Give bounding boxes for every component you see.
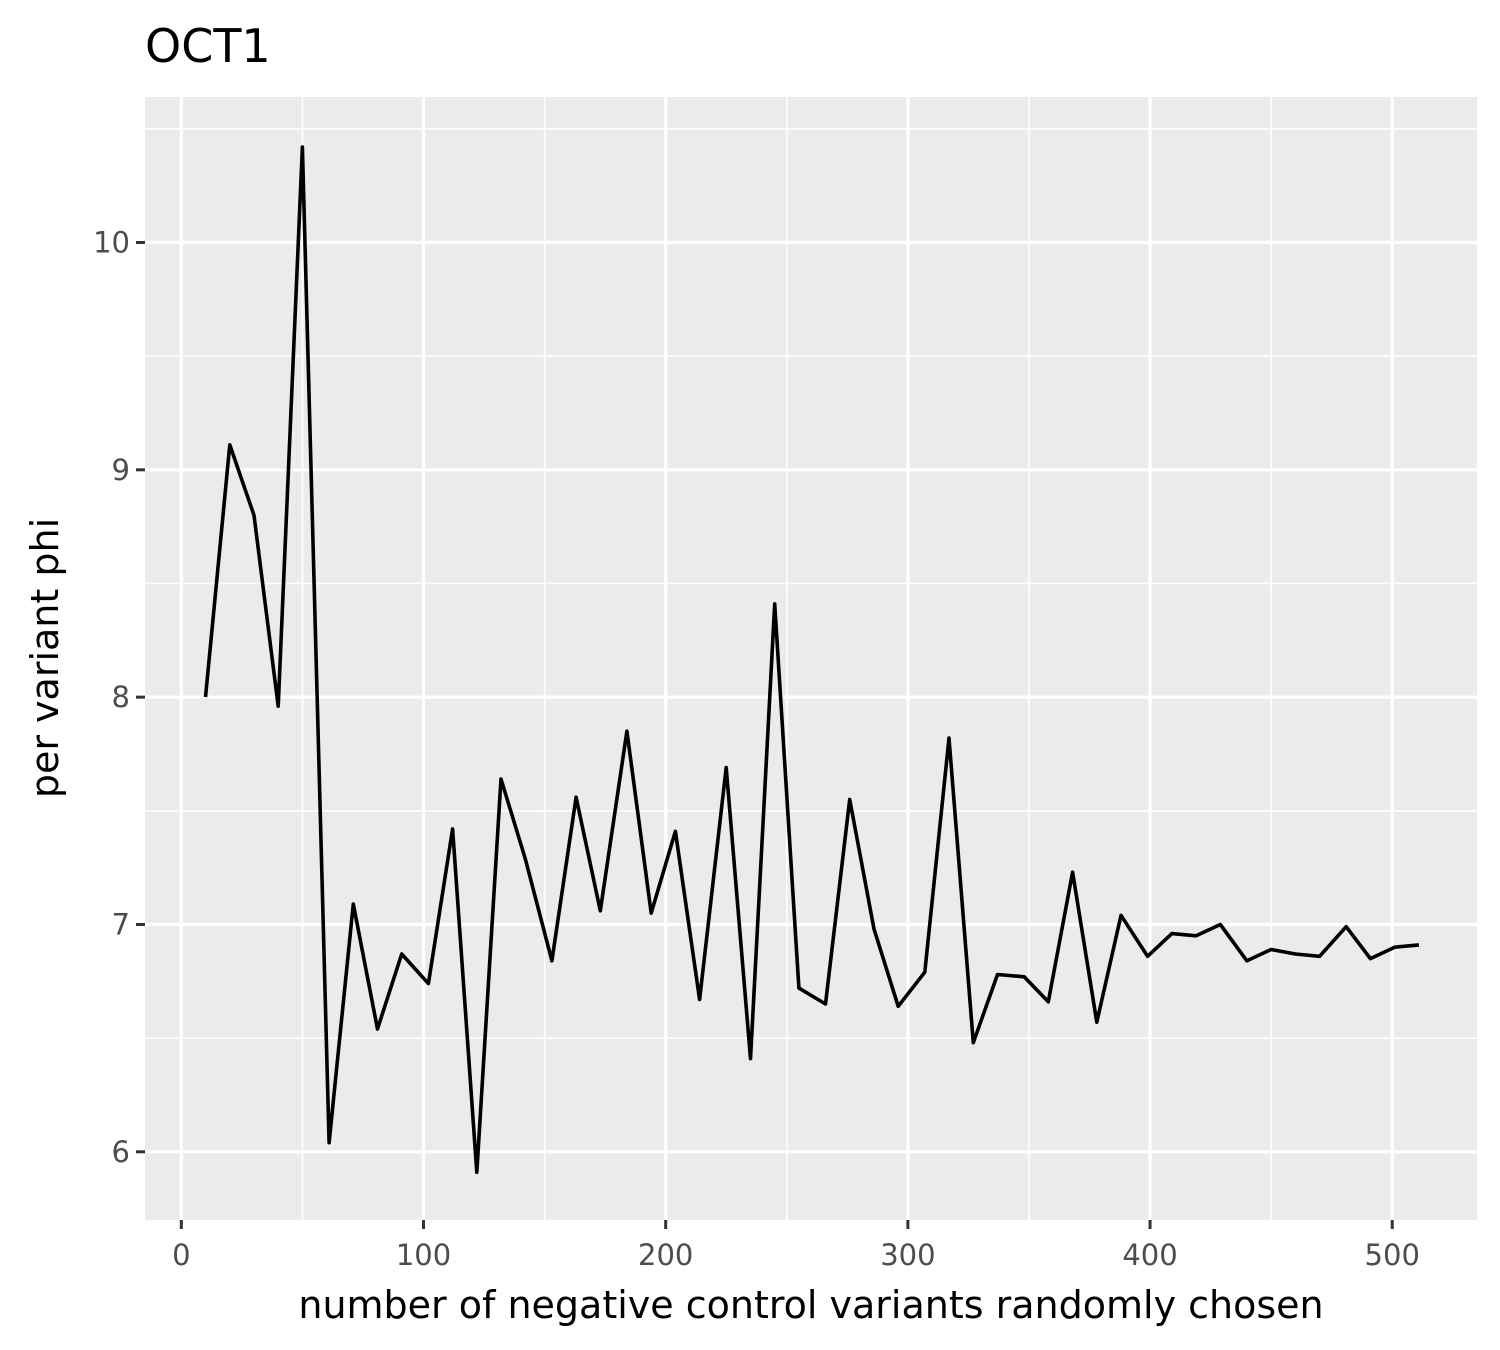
x-tick-label: 0	[172, 1238, 190, 1272]
plot-panel	[145, 97, 1477, 1220]
y-tick-label: 6	[112, 1135, 130, 1169]
x-tick-label: 100	[396, 1238, 451, 1272]
series-layer	[203, 145, 1420, 1175]
x-axis-title: number of negative control variants rand…	[298, 1283, 1323, 1327]
x-axis: 0 100 200 300 400 500	[172, 1220, 1420, 1272]
y-axis-title: per variant phi	[23, 518, 67, 798]
series-line	[203, 145, 1420, 1175]
y-tick-label: 7	[112, 907, 130, 941]
y-axis: 6 7 8 9 10	[93, 225, 145, 1169]
y-tick-label: 10	[93, 225, 130, 259]
x-tick-label: 500	[1365, 1238, 1420, 1272]
x-tick-label: 300	[880, 1238, 935, 1272]
x-tick-label: 200	[638, 1238, 693, 1272]
chart-title: OCT1	[145, 19, 271, 73]
minor-gridlines	[145, 97, 1477, 1220]
x-tick-label: 400	[1122, 1238, 1177, 1272]
y-tick-label: 8	[112, 680, 130, 714]
major-gridlines	[145, 97, 1477, 1220]
y-tick-label: 9	[112, 453, 130, 487]
